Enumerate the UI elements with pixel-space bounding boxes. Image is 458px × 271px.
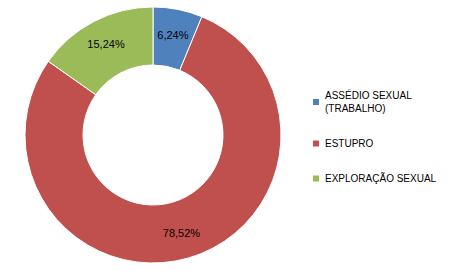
svg-text:ESTUPRO: ESTUPRO — [325, 138, 374, 149]
svg-text:ASSÉDIO SEXUAL: ASSÉDIO SEXUAL — [325, 89, 414, 101]
svg-text:(TRABALHO): (TRABALHO) — [325, 103, 386, 114]
svg-text:EXPLORAÇÃO SEXUAL: EXPLORAÇÃO SEXUAL — [325, 172, 437, 184]
svg-text:15,24%: 15,24% — [87, 38, 125, 50]
svg-text:6,24%: 6,24% — [157, 29, 188, 41]
svg-text:78,52%: 78,52% — [163, 227, 201, 239]
